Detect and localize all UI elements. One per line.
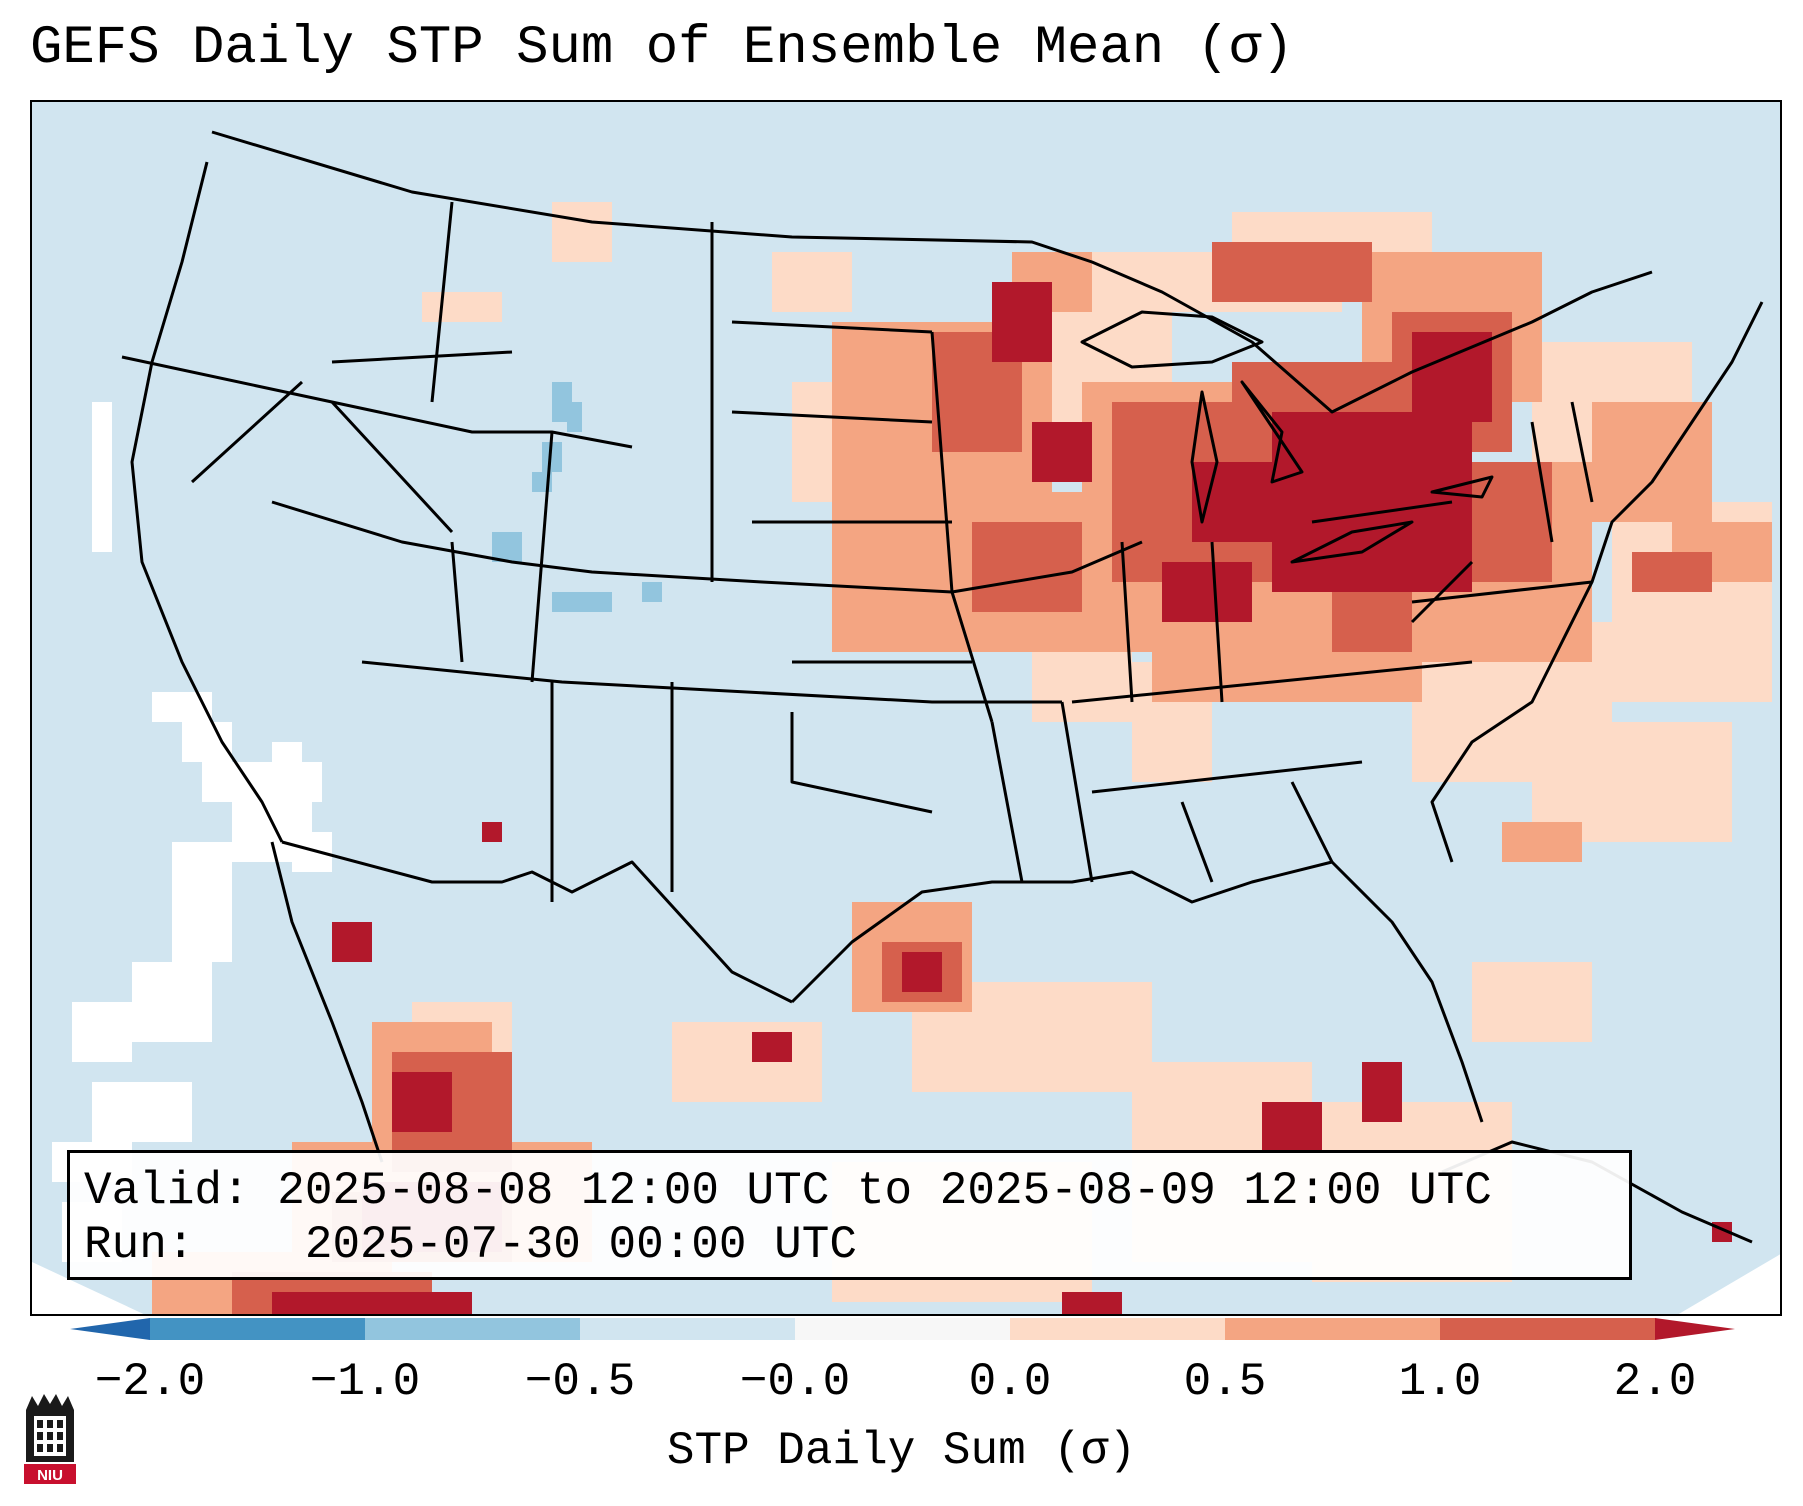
tick-label: 2.0 (1613, 1356, 1697, 1408)
west-coast (130, 161, 284, 843)
tick-label: 0.0 (968, 1356, 1052, 1408)
colorbar-segment (1010, 1318, 1225, 1340)
tick-label: −2.0 (94, 1356, 206, 1408)
colorbar-label: STP Daily Sum (σ) (666, 1425, 1137, 1477)
outside-projection-left (32, 1262, 144, 1314)
tick-label: −0.0 (739, 1356, 851, 1408)
valid-line: Valid: 2025-08-08 12:00 UTC to 2025-08-0… (84, 1165, 1492, 1217)
tick-label: −1.0 (309, 1356, 421, 1408)
tick-label: −0.5 (524, 1356, 636, 1408)
baja-peninsula (270, 841, 384, 1163)
colorbar-segment (1440, 1318, 1655, 1340)
colorbar-segment (795, 1318, 1010, 1340)
near-zero-pacific (52, 402, 332, 1262)
colorbar-extend-high (1655, 1318, 1735, 1340)
logo-text: NIU (37, 1467, 63, 1484)
map-canvas (32, 130, 1780, 1314)
valid-label: Valid: (84, 1165, 250, 1217)
lake-michigan (1190, 390, 1219, 524)
run-line: Run: 2025-07-30 00:00 UTC (84, 1219, 857, 1271)
map-panel[interactable] (30, 100, 1782, 1316)
colorbar-ticks: −2.0 −1.0 −0.5 −0.0 0.0 0.5 1.0 2.0 (0, 1356, 1803, 1416)
colorbar-segment (1225, 1318, 1440, 1340)
lake-huron (1240, 380, 1304, 484)
run-value: 2025-07-30 00:00 UTC (304, 1219, 857, 1271)
colorbar-extend-low (70, 1318, 150, 1340)
lake-superior (1080, 310, 1264, 369)
valid-run-info-box: Valid: 2025-08-08 12:00 UTC to 2025-08-0… (67, 1150, 1632, 1280)
lake-ontario (1430, 475, 1494, 499)
us-canada-border (211, 130, 1653, 414)
run-label: Run: (84, 1219, 195, 1271)
tick-label: 0.5 (1183, 1356, 1267, 1408)
colorbar-segment (580, 1318, 795, 1340)
valid-value: 2025-08-08 12:00 UTC to 2025-08-09 12:00… (277, 1165, 1492, 1217)
colorbar-segment (365, 1318, 580, 1340)
political-boundaries (121, 130, 1764, 1244)
colorbar (70, 1318, 1735, 1340)
gulf-coast (790, 860, 1484, 1123)
tick-label: 1.0 (1398, 1356, 1482, 1408)
niu-logo-icon: NIU (24, 1394, 76, 1484)
colorbar-segment (150, 1318, 365, 1340)
lake-erie (1290, 520, 1414, 564)
map-title: GEFS Daily STP Sum of Ensemble Mean (σ) (30, 18, 1294, 79)
anomaly-0-to-0.5 (412, 202, 1772, 1302)
outside-projection-right (1678, 1254, 1780, 1314)
below-normal-anomalies (492, 382, 662, 612)
